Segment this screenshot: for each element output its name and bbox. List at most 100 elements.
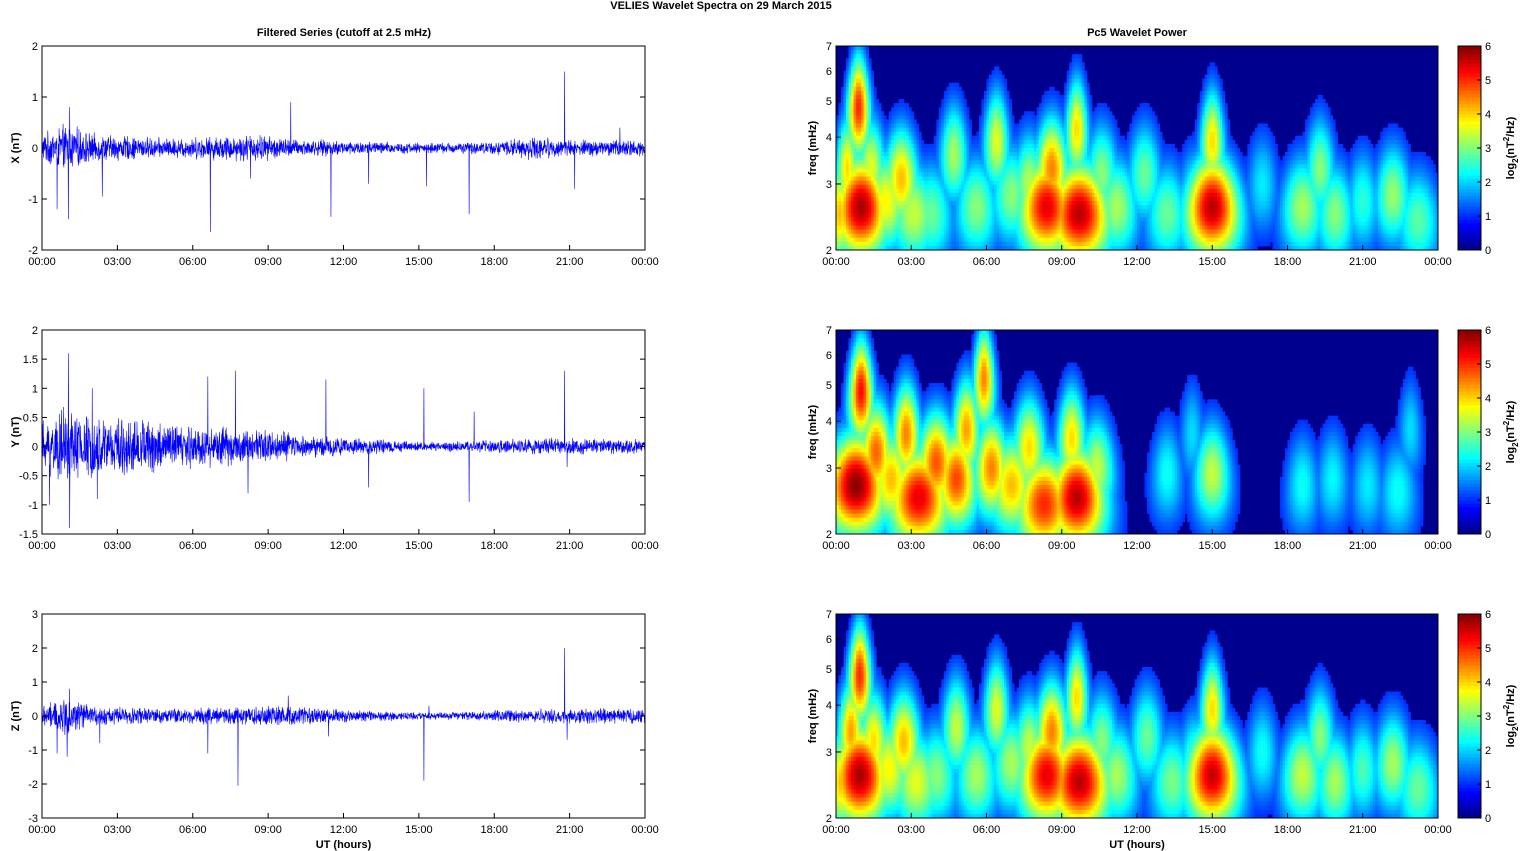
- power-cell: [1106, 123, 1110, 128]
- power-cell: [1029, 139, 1033, 145]
- power-cell: [1405, 143, 1409, 149]
- power-cell: [1174, 176, 1178, 182]
- power-cell: [1292, 156, 1296, 161]
- power-cell: [1126, 139, 1130, 145]
- power-cell: [903, 148, 907, 153]
- power-cell: [1202, 172, 1206, 177]
- power-cell: [948, 123, 952, 128]
- power-cell: [1114, 184, 1118, 190]
- power-cell: [1274, 168, 1278, 173]
- power-cell: [1071, 103, 1075, 108]
- power-cell: [1074, 70, 1078, 75]
- power-cell: [848, 123, 852, 128]
- power-cell: [1405, 156, 1409, 161]
- power-cell: [1202, 164, 1206, 169]
- power-cell: [903, 111, 907, 116]
- power-cell: [1144, 127, 1148, 133]
- power-cell: [856, 139, 859, 145]
- power-cell: [1232, 180, 1236, 186]
- power-cell: [1051, 123, 1055, 128]
- power-cell: [1254, 184, 1258, 190]
- power-cell: [1422, 188, 1426, 194]
- power-cell: [1315, 103, 1318, 108]
- power-cell: [906, 152, 910, 157]
- power-cell: [1199, 168, 1203, 173]
- power-cell: [1287, 160, 1291, 165]
- power-cell: [956, 111, 960, 116]
- power-cell: [1397, 176, 1401, 182]
- power-cell: [1254, 127, 1258, 133]
- power-cell: [1199, 123, 1203, 128]
- power-cell: [1069, 139, 1073, 145]
- power-cell: [851, 46, 854, 51]
- power-cell: [1320, 111, 1324, 116]
- power-cell: [1111, 184, 1115, 190]
- power-cell: [999, 139, 1002, 145]
- power-cell: [851, 127, 854, 133]
- power-cell: [1099, 119, 1103, 124]
- power-cell: [958, 184, 962, 190]
- power-cell: [851, 107, 854, 112]
- power-cell: [1076, 111, 1080, 116]
- power-cell: [1224, 127, 1228, 133]
- power-cell: [1227, 143, 1231, 149]
- power-cell: [936, 123, 940, 128]
- power-cell: [946, 180, 950, 186]
- power-cell: [999, 168, 1002, 173]
- power-cell: [1134, 139, 1138, 145]
- power-cell: [1365, 188, 1369, 194]
- x-tick-label: 06:00: [179, 824, 207, 836]
- power-cell: [913, 188, 917, 194]
- power-cell: [858, 54, 862, 59]
- power-cell: [938, 172, 942, 177]
- power-cell: [1410, 164, 1414, 169]
- power-cell: [1149, 164, 1153, 169]
- power-cell: [1262, 123, 1266, 128]
- power-cell: [1001, 119, 1005, 124]
- x-tick-label: 03:00: [104, 540, 132, 552]
- power-cell: [1194, 143, 1198, 149]
- power-cell: [1352, 148, 1356, 153]
- power-cell: [981, 119, 985, 124]
- power-cell: [1229, 180, 1233, 186]
- power-cell: [1106, 119, 1110, 124]
- power-cell: [1264, 176, 1268, 182]
- power-cell: [1259, 184, 1263, 190]
- power-cell: [1395, 176, 1399, 182]
- power-cell: [1310, 172, 1313, 177]
- power-cell: [986, 156, 990, 161]
- power-cell: [1131, 119, 1135, 124]
- power-cell: [1129, 172, 1133, 177]
- power-cell: [981, 99, 985, 104]
- power-cell: [846, 156, 849, 161]
- power-cell: [1109, 192, 1113, 198]
- power-cell: [1066, 131, 1070, 137]
- power-cell: [1367, 152, 1371, 157]
- power-cell: [893, 127, 897, 133]
- power-cell: [978, 127, 982, 133]
- power-cell: [989, 152, 992, 157]
- power-cell: [1330, 115, 1334, 120]
- power-cell: [1134, 131, 1138, 137]
- power-cell: [994, 139, 997, 145]
- power-cell: [888, 164, 892, 169]
- power-cell: [996, 82, 1000, 88]
- power-cell: [1129, 131, 1133, 137]
- power-cell: [1272, 152, 1276, 157]
- power-cell: [1367, 184, 1371, 190]
- power-cell: [846, 152, 849, 157]
- power-cell: [1410, 156, 1414, 161]
- power-cell: [876, 119, 880, 124]
- power-cell: [1199, 99, 1203, 104]
- power-cell: [876, 192, 880, 198]
- power-cell: [851, 50, 854, 55]
- power-cell: [1044, 119, 1048, 124]
- power-cell: [1149, 135, 1153, 141]
- power-cell: [978, 148, 982, 153]
- power-cell: [1019, 148, 1023, 153]
- power-cell: [1197, 127, 1201, 133]
- power-cell: [978, 123, 982, 128]
- power-cell: [1362, 156, 1366, 161]
- power-cell: [1079, 86, 1083, 92]
- power-cell: [1295, 172, 1298, 177]
